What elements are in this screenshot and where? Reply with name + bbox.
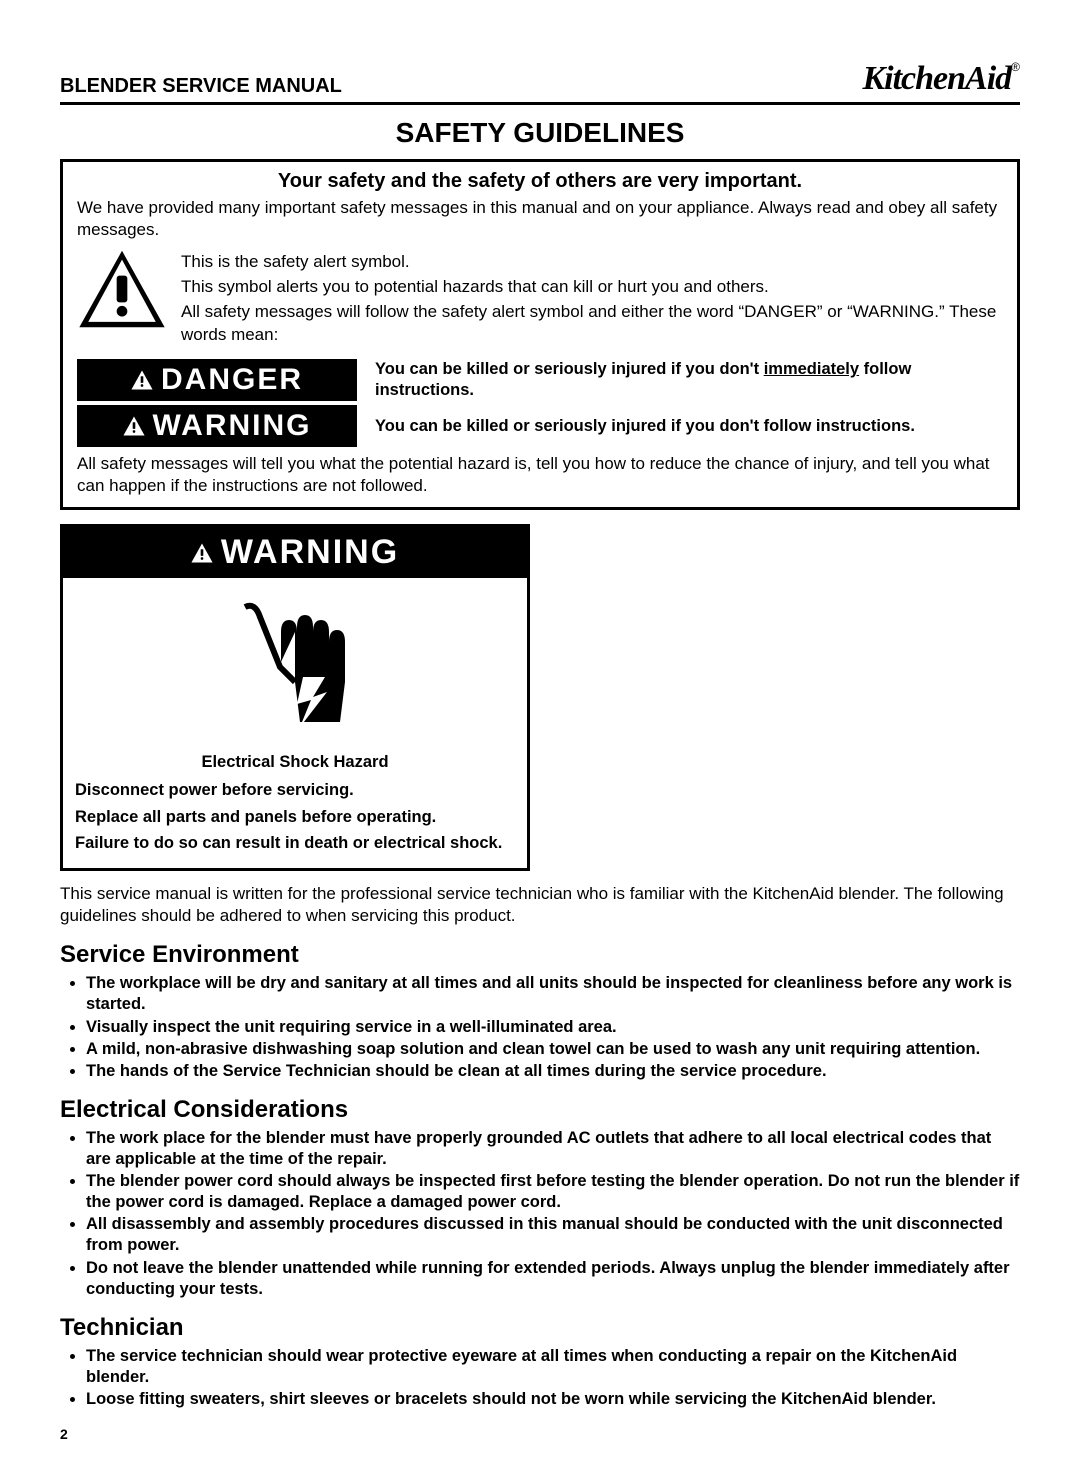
brand-logo: KitchenAid® — [862, 60, 1020, 98]
list-item: All disassembly and assembly procedures … — [86, 1214, 1020, 1256]
list-item: The blender power cord should always be … — [86, 1171, 1020, 1213]
page: BLENDER SERVICE MANUAL KitchenAid® SAFET… — [0, 0, 1080, 1482]
shock-panel-body: Electrical Shock Hazard Disconnect power… — [63, 747, 527, 868]
brand-text: KitchenAid — [862, 60, 1011, 97]
page-number: 2 — [60, 1426, 1020, 1442]
shock-warning-panel: WARNING Electrical Shock Hazard Disconne… — [60, 524, 530, 871]
safety-box: Your safety and the safety of others are… — [60, 159, 1020, 510]
shock-hand-icon — [63, 578, 527, 747]
safety-subtitle: Your safety and the safety of others are… — [77, 170, 1003, 193]
list-item: The work place for the blender must have… — [86, 1128, 1020, 1170]
alert-description: This is the safety alert symbol. This sy… — [181, 249, 1003, 349]
warning-label: WARNING — [153, 409, 312, 443]
shock-line-3: Failure to do so can result in death or … — [75, 832, 515, 854]
alert-line-2: This symbol alerts you to potential haza… — [181, 276, 1003, 299]
alert-icon — [123, 415, 145, 437]
warning-text: You can be killed or seriously injured i… — [375, 416, 1003, 437]
service-env-list: The workplace will be dry and sanitary a… — [60, 973, 1020, 1082]
shock-line-2: Replace all parts and panels before oper… — [75, 806, 515, 828]
alert-triangle-icon — [77, 249, 167, 329]
danger-label-box: DANGER — [77, 359, 357, 401]
safety-closing: All safety messages will tell you what t… — [77, 453, 1003, 497]
electrical-list: The work place for the blender must have… — [60, 1128, 1020, 1300]
brand-reg: ® — [1011, 60, 1020, 74]
panel-warning-label: WARNING — [63, 527, 527, 578]
shock-line-1: Disconnect power before servicing. — [75, 779, 515, 801]
danger-warning-grid: DANGER You can be killed or seriously in… — [77, 359, 1003, 447]
alert-line-3: All safety messages will follow the safe… — [181, 301, 1003, 347]
list-item: The hands of the Service Technician shou… — [86, 1061, 1020, 1082]
warning-row: WARNING You can be killed or seriously i… — [77, 405, 1003, 447]
technician-heading: Technician — [60, 1314, 1020, 1342]
technician-list: The service technician should wear prote… — [60, 1346, 1020, 1410]
alert-symbol-row: This is the safety alert symbol. This sy… — [77, 249, 1003, 349]
body-intro: This service manual is written for the p… — [60, 883, 1020, 927]
danger-label: DANGER — [161, 363, 303, 397]
service-env-heading: Service Environment — [60, 941, 1020, 969]
section-title: SAFETY GUIDELINES — [60, 117, 1020, 149]
list-item: A mild, non-abrasive dishwashing soap so… — [86, 1039, 1020, 1060]
list-item: The service technician should wear prote… — [86, 1346, 1020, 1388]
danger-row: DANGER You can be killed or seriously in… — [77, 359, 1003, 401]
electrical-heading: Electrical Considerations — [60, 1096, 1020, 1124]
list-item: Visually inspect the unit requiring serv… — [86, 1017, 1020, 1038]
manual-title: BLENDER SERVICE MANUAL — [60, 75, 342, 98]
hazard-title: Electrical Shock Hazard — [75, 751, 515, 773]
alert-line-1: This is the safety alert symbol. — [181, 251, 1003, 274]
header: BLENDER SERVICE MANUAL KitchenAid® — [60, 60, 1020, 105]
list-item: Loose fitting sweaters, shirt sleeves or… — [86, 1389, 1020, 1410]
list-item: The workplace will be dry and sanitary a… — [86, 973, 1020, 1015]
alert-icon — [191, 542, 213, 564]
alert-icon — [131, 369, 153, 391]
warning-label-box: WARNING — [77, 405, 357, 447]
list-item: Do not leave the blender unattended whil… — [86, 1258, 1020, 1300]
danger-text: You can be killed or seriously injured i… — [375, 359, 1003, 400]
safety-intro: We have provided many important safety m… — [77, 197, 1003, 241]
